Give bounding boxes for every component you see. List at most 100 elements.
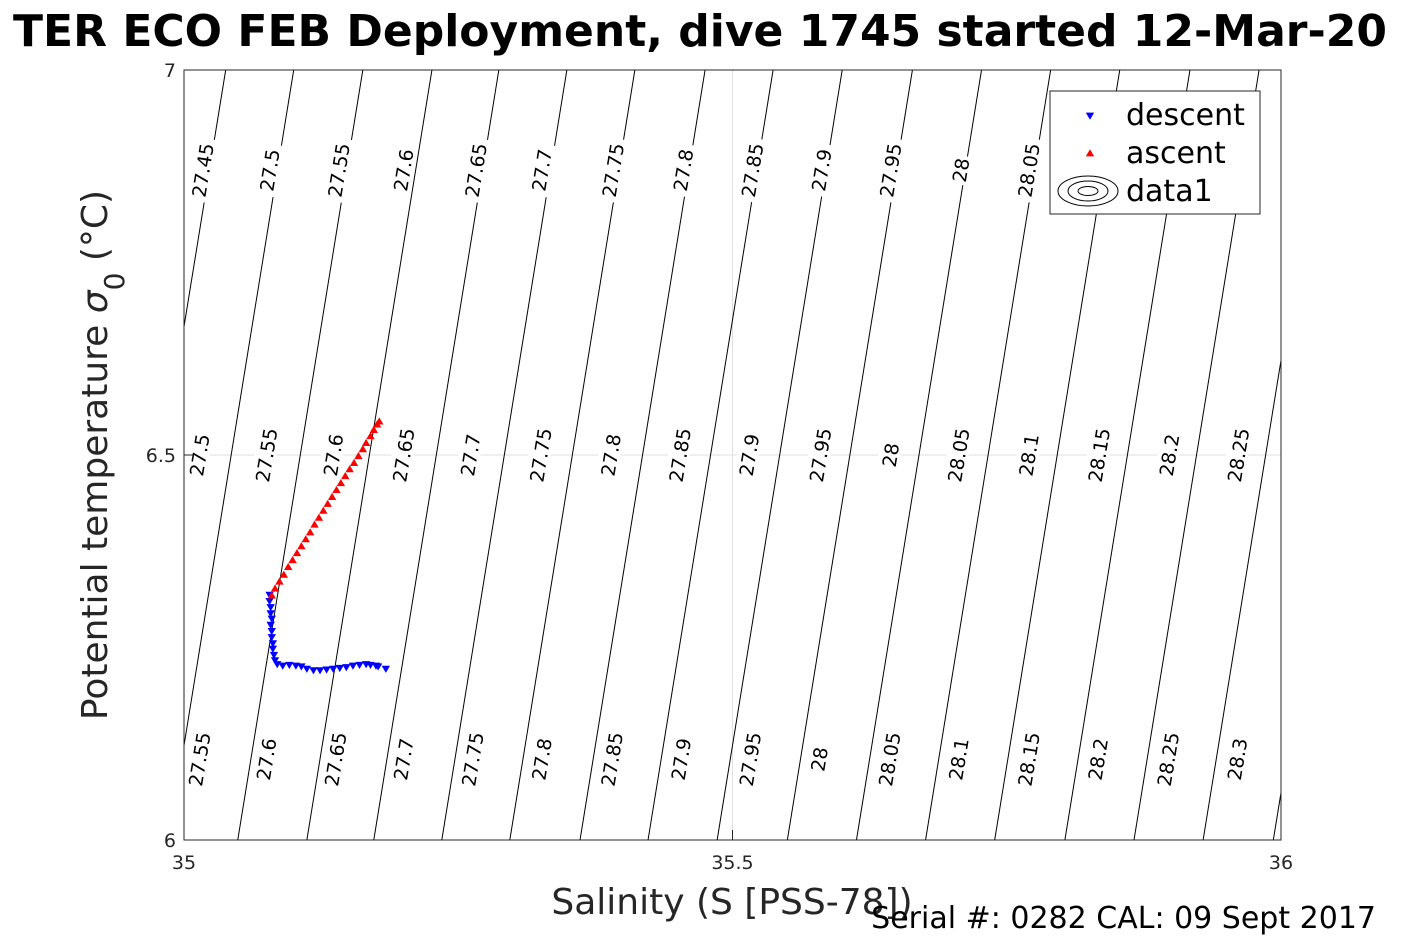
descent-point <box>266 604 275 612</box>
contour-line <box>855 70 983 840</box>
ascent-point <box>267 591 276 599</box>
contour-label: 28.1 <box>1012 427 1044 483</box>
descent-point <box>267 627 276 636</box>
contour-label-bg <box>387 142 418 198</box>
ascent-point <box>323 499 332 507</box>
contour-line <box>579 70 706 840</box>
ascent-point <box>366 431 375 440</box>
descent-point <box>328 665 338 673</box>
ascent-point <box>375 417 384 425</box>
contour-label-bg <box>1221 421 1254 488</box>
contour-label-text: 28 <box>949 157 975 184</box>
x-axis-label: Salinity (S [PSS-78]) <box>551 882 912 923</box>
ascent-point <box>336 478 346 487</box>
contour-label: 28.15 <box>1081 421 1115 488</box>
ascent-point <box>288 555 297 564</box>
contour-label-bg <box>387 731 418 787</box>
y-tick-label: 6 <box>164 830 176 852</box>
contour-label-text: 28 <box>807 746 833 773</box>
contour-label-bg <box>1011 725 1044 793</box>
contour-line <box>716 70 843 840</box>
y-axis-label: Potential temperature σ0 (°C) <box>75 190 131 720</box>
descent-point <box>268 645 278 653</box>
descent-point <box>381 665 391 673</box>
y-axis-label-main: Potential temperature <box>75 313 116 720</box>
contour-label-bg <box>458 136 491 204</box>
contour-label-bg <box>594 725 627 793</box>
ascent-point <box>361 438 371 447</box>
contour-label-bg <box>942 731 973 787</box>
contour-label-bg <box>1151 725 1183 793</box>
descent-point <box>355 661 364 669</box>
descent-point <box>297 663 306 671</box>
contour-label: 28 <box>876 438 905 471</box>
legend-ascent-marker <box>1085 149 1095 157</box>
descent-point <box>335 664 344 673</box>
contour-label: 27.7 <box>454 427 486 483</box>
contour-label: 27.7 <box>525 142 557 198</box>
contour-label-bg <box>454 427 485 483</box>
contour-label-bg <box>386 421 419 488</box>
contour-label-bg <box>1012 427 1043 483</box>
contour-line <box>1272 789 1281 840</box>
contour-label: 28.05 <box>1011 136 1045 204</box>
ascent-point <box>354 451 363 460</box>
ascent-point <box>305 528 315 536</box>
y-tick-label: 7 <box>164 60 176 82</box>
ascent-point <box>369 425 378 433</box>
contour-line <box>1202 357 1281 840</box>
contour-label-bg <box>662 421 695 488</box>
contour-label-bg <box>525 731 556 787</box>
ascent-point <box>345 465 354 473</box>
descent-point <box>348 662 358 670</box>
contour-label-bg <box>946 153 973 187</box>
descent-point <box>322 666 331 674</box>
contour-label: 28.3 <box>1221 731 1252 787</box>
legend-label-data1: data1 <box>1126 174 1213 209</box>
legend-contour-icon <box>1057 175 1119 207</box>
contour-label-bg <box>873 136 906 204</box>
descent-point <box>309 667 318 675</box>
contour-label: 27.8 <box>594 427 626 483</box>
contour-label-bg <box>523 421 556 488</box>
contour-label-bg <box>805 142 836 198</box>
ascent-point <box>358 445 368 453</box>
descent-point <box>373 663 383 671</box>
legend-descent-triangle <box>1085 112 1095 120</box>
descent-point <box>265 597 274 606</box>
contour-label: 27.6 <box>250 731 282 787</box>
contour-label-bg <box>735 136 768 204</box>
contour-label: 28 <box>804 742 833 776</box>
contour-label-bg <box>803 421 836 488</box>
contour-label-bg <box>318 725 351 793</box>
axis-ticks: 35 35.5 36 6 6.5 7 <box>146 60 1293 874</box>
descent-point <box>285 661 294 669</box>
descent-point <box>342 664 351 672</box>
contour-label-bg <box>664 731 695 787</box>
contour-label-bg <box>594 427 625 483</box>
contour-label-bg <box>1221 731 1252 787</box>
ascent-point <box>332 485 341 494</box>
contour-label: 27.55 <box>182 725 216 793</box>
contour-line <box>441 70 568 840</box>
contour-label-bg <box>667 142 698 198</box>
contour-label-bg <box>872 725 905 793</box>
data-series <box>265 417 391 675</box>
contour-label-bg <box>1153 427 1184 483</box>
contour-label-bg <box>182 725 215 793</box>
ascent-point <box>284 562 293 571</box>
contour-label-text: 28 <box>879 441 905 468</box>
contour-label-bg <box>250 731 281 787</box>
legend-label-ascent: ascent <box>1126 136 1226 171</box>
contour-label: 27.95 <box>803 421 836 488</box>
ascent-point <box>275 577 284 585</box>
contour-label-bg <box>732 427 763 483</box>
contour-label-bg <box>185 136 218 204</box>
descent-point <box>278 662 287 670</box>
ascent-point <box>310 520 319 528</box>
ascent-point <box>292 549 302 557</box>
y-axis-label-subscript: 0 <box>98 273 131 291</box>
ascent-point <box>319 506 328 514</box>
legend-label-descent: descent <box>1126 98 1245 133</box>
descent-point <box>266 610 275 618</box>
